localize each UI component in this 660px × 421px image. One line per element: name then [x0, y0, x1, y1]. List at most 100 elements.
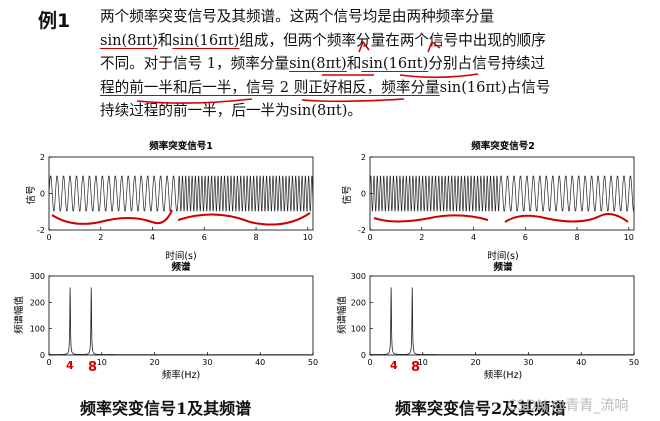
formula-sin16: sin(16πt): [439, 78, 507, 96]
para-line-4: 程的前一半和后一半，信号 2 则正好相反，频率分量sin(16πt)占信号: [100, 76, 650, 100]
x-tick-label: 2: [419, 233, 424, 242]
x-tick-label: 6: [202, 233, 207, 242]
sig1-waveform: [48, 175, 314, 212]
sig2-ylabel: 信号: [341, 185, 353, 204]
annotation-stroke: [301, 98, 405, 103]
x-tick-label: 4: [150, 233, 155, 242]
sig1-xlabel: 时间(s): [165, 250, 196, 262]
y-tick-label: 2: [361, 153, 366, 162]
sig2-waveform: [369, 175, 634, 212]
sig1-x-ticks: 0 2 4 6 8 10: [46, 227, 313, 242]
formula-sin8: sin(8πt): [100, 31, 158, 49]
x-tick-label: 20: [150, 358, 160, 367]
sig1-annotation: [51, 209, 311, 226]
para-line-1: 两个频率突变信号及其频谱。这两个信号均是由两种频率分量: [100, 5, 650, 29]
sig1-y-ticks: 2 0 -2: [37, 153, 52, 235]
y-tick-label: 100: [351, 325, 366, 334]
y-tick-label: 200: [30, 298, 45, 307]
y-tick-label: 0: [361, 190, 366, 199]
x-tick-label: 10: [303, 233, 313, 242]
x-tick-label: 0: [367, 233, 372, 242]
para-line-5: 持续过程的前一半，后一半为sin(8πt)。: [100, 99, 650, 123]
x-tick-label: 30: [523, 358, 533, 367]
text-run: 不同。对于信号 1，频率分量: [100, 55, 290, 72]
caption-right: 频率突变信号2及其频谱: [395, 399, 567, 418]
x-tick-label: 0: [367, 358, 372, 367]
x-tick-label: 50: [308, 358, 318, 367]
text-run: 占信号: [506, 78, 551, 96]
spec1-title: 频谱: [171, 261, 191, 273]
y-tick-label: -2: [358, 226, 366, 235]
text-run: 组成，但两个频率分量在两个信号中出现的顺序: [239, 31, 546, 49]
y-tick-label: -2: [37, 226, 45, 235]
spec1-mark-8: 8: [88, 360, 97, 375]
x-tick-label: 0: [46, 358, 51, 367]
spec2-axes: [369, 275, 635, 356]
spec2-mark-4: 4: [390, 359, 398, 372]
text-run: 两个频率突变信号及其频谱。这两个信号均是由两种频率分量: [100, 8, 495, 25]
y-tick-label: 300: [351, 272, 366, 281]
sig2-title: 频率突变信号2: [471, 140, 535, 152]
x-tick-label: 10: [418, 358, 428, 367]
text-run: 。: [347, 102, 363, 119]
y-tick-label: 0: [40, 190, 45, 199]
text-run: 分别占信号持续过: [428, 55, 546, 72]
x-tick-label: 0: [46, 233, 51, 242]
x-tick-label: 40: [576, 358, 586, 367]
text-run: 和: [157, 31, 173, 49]
x-tick-label: 8: [254, 233, 259, 242]
spec1-y-ticks: 300 200 100 0: [30, 272, 52, 360]
para-line-2: sin(8πt)和sin(16πt)组成，但两个频率分量在两个信号中出现的顺序: [100, 29, 650, 53]
spec1-axes: [48, 275, 314, 356]
spec1-ylabel: 频谱幅值: [13, 296, 25, 335]
x-tick-label: 10: [97, 358, 107, 367]
spec1-mark-4: 4: [66, 359, 74, 372]
annotation-stroke: [427, 40, 441, 53]
formula-sin8: sin(8πt): [289, 55, 347, 72]
watermark: CSDN @青青_流响: [507, 398, 629, 414]
x-tick-label: 10: [624, 233, 634, 242]
spec2-curve: [370, 287, 634, 355]
x-tick-label: 8: [575, 233, 580, 242]
problem-paragraph: 两个频率突变信号及其频谱。这两个信号均是由两种频率分量 sin(8πt)和sin…: [100, 5, 650, 123]
sig1-title: 频率突变信号1: [149, 140, 213, 152]
annotation-stroke: [136, 98, 253, 104]
example-label: 例1: [38, 10, 71, 32]
x-tick-label: 50: [629, 358, 639, 367]
text-annotations: [136, 40, 479, 104]
x-tick-label: 6: [523, 233, 528, 242]
sig2-xlabel: 时间(s): [487, 250, 518, 262]
formula-sin16: sin(16πt): [361, 55, 429, 72]
sig2-annotation: [373, 213, 629, 223]
y-tick-label: 200: [351, 298, 366, 307]
spec2-y-ticks: 300 200 100 0: [351, 272, 373, 360]
x-tick-label: 40: [255, 358, 265, 367]
spec1-xlabel: 频率(Hz): [162, 369, 201, 381]
text-run: 和: [346, 55, 362, 72]
sig1-ylabel: 信号: [25, 185, 37, 204]
spec2-title: 频谱: [493, 261, 513, 273]
x-tick-label: 4: [471, 233, 476, 242]
annotation-stroke: [399, 73, 479, 79]
spec2-xlabel: 频率(Hz): [484, 369, 523, 381]
caption-left: 频率突变信号1及其频谱: [80, 399, 252, 418]
x-tick-label: 2: [98, 233, 103, 242]
text-run: 程的前一半和后一半，信号 2 则正好相反，频率分量: [100, 78, 440, 96]
y-tick-label: 2: [40, 153, 45, 162]
spec2-ylabel: 频谱幅值: [336, 296, 348, 335]
spec2-x-ticks: 0 10 20 30 40 50: [367, 352, 639, 367]
y-tick-label: 100: [30, 325, 45, 334]
y-tick-label: 0: [40, 351, 45, 360]
y-tick-label: 0: [361, 351, 366, 360]
spec2-mark-8: 8: [411, 360, 420, 375]
y-tick-label: 300: [30, 272, 45, 281]
para-line-3: 不同。对于信号 1，频率分量sin(8πt)和sin(16πt)分别占信号持续过: [100, 52, 650, 76]
annotation-stroke: [358, 40, 370, 53]
sig2-y-ticks: 2 0 -2: [358, 153, 373, 235]
x-tick-label: 20: [471, 358, 481, 367]
formula-sin16: sin(16πt): [172, 31, 240, 49]
text-run: 持续过程的前一半，后一半为: [100, 102, 290, 119]
spec1-curve: [49, 287, 313, 355]
spec1-x-ticks: 0 10 20 30 40 50: [46, 352, 318, 367]
